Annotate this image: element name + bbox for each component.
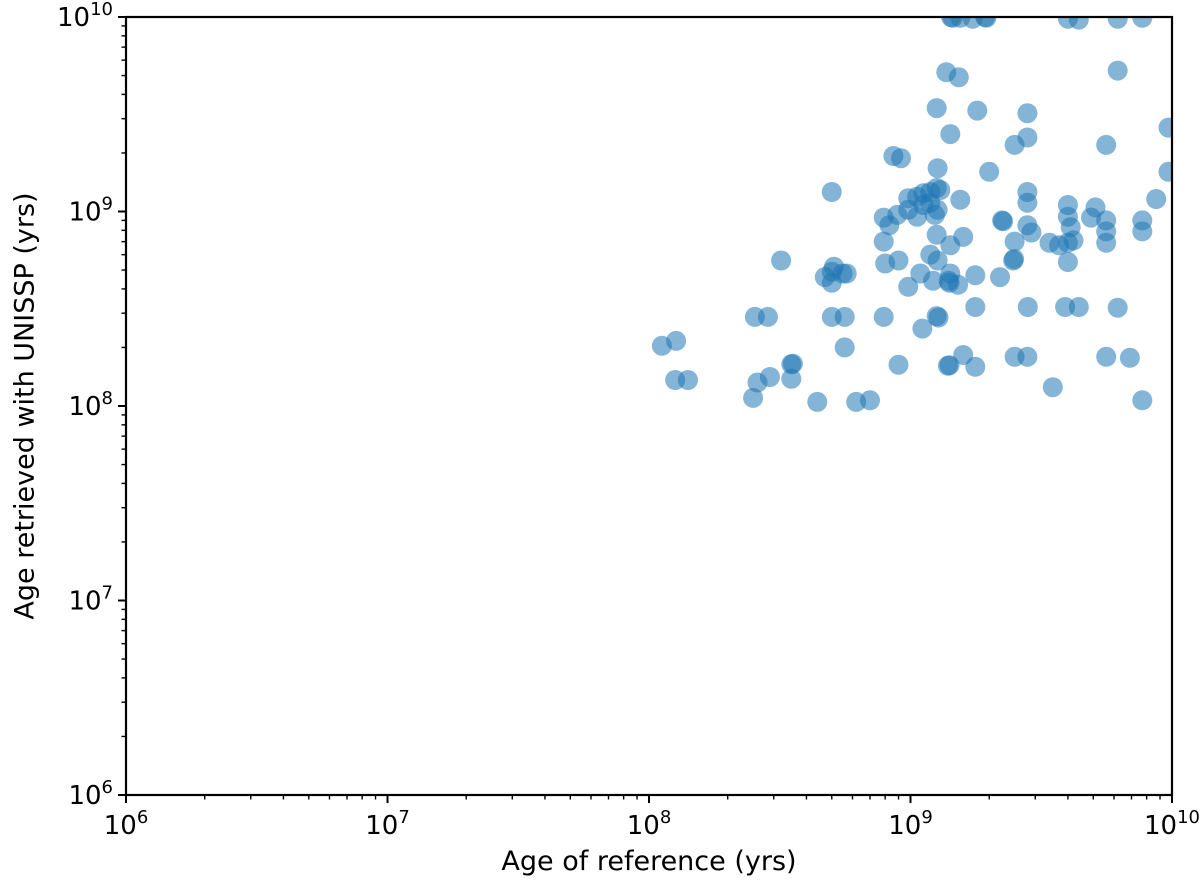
scatter-point [1081,207,1101,228]
scatter-point [976,17,997,28]
scatter-point [1158,117,1172,138]
scatter-point [1107,297,1128,318]
scatter-point [923,270,944,291]
scatter-point [1107,60,1128,81]
scatter-point [948,274,969,295]
y-tick-label: 1010 [57,0,113,33]
scatter-point [950,189,971,210]
scatter-point [1107,17,1128,29]
scatter-point [1017,192,1038,213]
scatter-point [948,67,969,88]
scatter-point [771,250,792,271]
scatter-point [834,337,855,358]
scatter-point [821,182,842,202]
scatter-point [1017,297,1038,317]
scatter-point [926,98,947,119]
scatter-point [1021,222,1042,243]
x-tick-label: 1010 [1144,807,1200,841]
x-tick-label: 109 [888,807,933,841]
scatter-point [1096,134,1117,155]
scatter-point [927,250,948,271]
scatter-points-group [651,17,1172,412]
scatter-point [1004,231,1025,252]
scatter-point [965,265,986,286]
scatter-point [888,354,909,375]
x-tick-label: 108 [627,807,672,841]
scatter-point [887,204,908,225]
scatter-point [912,318,933,339]
scatter-point [782,353,803,374]
scatter-point [926,178,947,198]
y-axis-label: Age retrieved with UNISSP (yrs) [9,192,41,620]
scatter-point [666,330,687,351]
scatter-point [807,391,828,412]
scatter-point [1004,249,1025,269]
scatter-point [928,307,949,328]
scatter-point [898,276,919,297]
scatter-point [1068,17,1089,30]
scatter-point [940,235,961,256]
scatter-point [907,206,928,227]
scatter-point [1063,230,1084,251]
scatter-point [1146,189,1167,209]
scatter-point [990,267,1010,288]
scatter-point [1057,252,1078,272]
scatter-point [1017,127,1038,148]
scatter-point [1017,346,1038,367]
scatter-point [1096,346,1117,367]
y-tick-label: 106 [68,777,113,811]
scatter-point [860,390,880,411]
y-tick-label: 108 [68,388,113,422]
scatter-point [924,204,945,225]
axes-box [124,15,1174,797]
scatter-point [781,368,802,389]
x-tick-label: 106 [104,807,149,841]
y-tick-label: 109 [68,194,113,228]
scatter-point [1068,297,1089,317]
x-tick-label: 107 [365,807,410,841]
scatter-point [759,367,780,387]
scatter-point [927,158,948,179]
scatter-point [757,306,778,327]
scatter-point [1158,161,1172,182]
scatter-point [873,231,894,252]
scatter-point [926,224,947,245]
scatter-point [1132,390,1153,411]
y-tick-label: 107 [68,583,113,617]
scatter-point [1119,347,1140,368]
scatter-point [965,297,986,317]
scatter-point [888,250,909,271]
scatter-point [1096,232,1117,253]
scatter-point [834,306,855,327]
scatter-point [1132,221,1153,242]
scatter-point [1055,297,1076,317]
scatter-point [1132,17,1153,28]
scatter-point [1042,377,1063,398]
scatter-point [967,100,988,121]
scatter-point [891,148,911,169]
scatter-point [743,387,764,408]
scatter-point [1017,103,1038,124]
scatter-point [821,272,842,293]
scatter-point [993,211,1014,232]
scatter-point [678,370,698,390]
scatter-point [939,355,960,376]
x-axis-label: Age of reference (yrs) [501,846,797,877]
scatter-point [873,306,894,327]
scatter-point [965,356,986,377]
scatter-point [940,124,961,145]
scatter-point [979,161,1000,182]
